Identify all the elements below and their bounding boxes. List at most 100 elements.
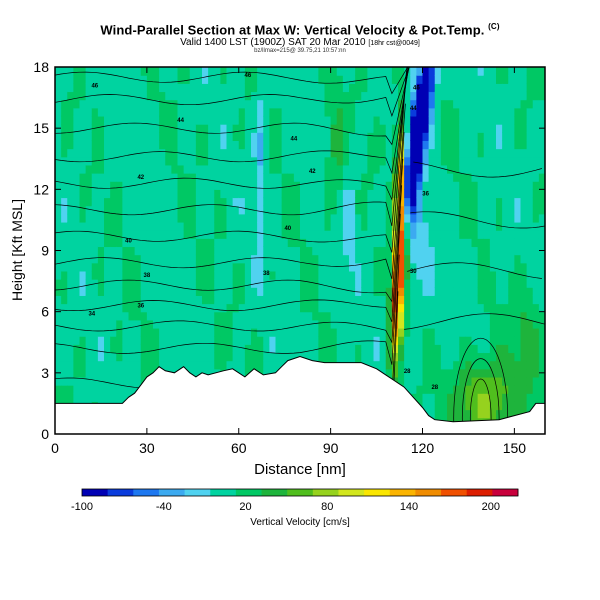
velocity-cell [483,393,491,402]
velocity-cell [220,279,228,288]
velocity-cell [116,140,123,150]
velocity-cell [263,189,270,199]
velocity-cell [471,311,479,321]
velocity-cell [489,360,497,370]
velocity-cell [471,376,479,386]
velocity-cell [275,67,283,76]
velocity-cell [465,132,473,141]
velocity-cell [526,148,534,158]
velocity-cell [391,319,399,329]
velocity-cell [146,99,154,109]
velocity-cell [391,238,399,248]
velocity-cell [177,83,185,93]
velocity-cell [324,107,332,117]
velocity-cell [508,181,515,190]
velocity-cell [244,205,252,215]
velocity-cell [91,164,99,174]
velocity-cell [202,287,209,296]
velocity-cell [226,124,234,133]
velocity-cell [251,270,258,280]
velocity-cell [104,115,111,125]
velocity-cell [116,75,123,84]
velocity-cell [336,132,344,141]
velocity-cell [257,344,264,354]
velocity-cell [244,107,252,117]
velocity-cell [287,164,295,174]
velocity-cell [104,238,111,248]
velocity-cell [85,311,93,321]
velocity-cell [324,352,332,362]
velocity-cell [91,360,99,370]
velocity-cell [300,295,307,305]
velocity-cell [416,156,424,166]
velocity-cell [251,279,258,288]
velocity-cell [496,352,503,362]
velocity-cell [416,164,424,174]
velocity-cell [447,238,454,248]
velocity-cell [128,148,136,158]
velocity-cell [91,221,99,231]
velocity-cell [416,360,424,370]
velocity-cell [165,132,172,141]
velocity-cell [110,205,117,215]
velocity-cell [379,205,387,215]
velocity-cell [526,295,534,305]
velocity-cell [367,230,375,239]
velocity-cell [422,75,430,84]
velocity-cell [434,197,442,207]
velocity-cell [122,213,130,223]
velocity-cell [342,344,350,354]
velocity-cell [330,107,338,117]
colorbar-swatch [415,489,442,496]
velocity-cell [281,254,289,264]
velocity-cell [489,238,497,248]
velocity-cell [422,107,430,117]
velocity-cell [293,189,301,199]
velocity-cell [171,327,179,337]
velocity-cell [73,295,81,305]
velocity-cell [293,107,301,117]
velocity-cell [300,230,307,239]
velocity-cell [104,140,111,150]
velocity-cell [404,107,411,117]
velocity-cell [300,197,307,207]
velocity-cell [342,107,350,117]
velocity-cell [428,148,436,158]
velocity-cell [140,270,148,280]
velocity-cell [293,205,301,215]
velocity-cell [355,254,362,264]
velocity-cell [422,303,430,313]
velocity-cell [318,181,326,190]
velocity-cell [153,140,160,150]
velocity-cell [300,83,307,93]
velocity-cell [300,319,307,329]
velocity-cell [324,238,332,248]
velocity-cell [257,107,264,117]
velocity-cell [134,91,142,101]
velocity-cell [183,311,191,321]
velocity-cell [306,181,313,190]
velocity-cell [177,336,185,345]
velocity-cell [508,99,515,109]
velocity-cell [373,221,381,231]
velocity-cell [416,148,424,158]
velocity-cell [177,156,185,166]
velocity-cell [140,205,148,215]
velocity-cell [244,295,252,305]
velocity-cell [410,262,417,272]
velocity-cell [110,295,117,305]
velocity-cell [238,287,246,296]
velocity-cell [134,376,142,386]
velocity-cell [177,181,185,190]
velocity-cell [220,360,228,370]
velocity-cell [61,140,68,150]
velocity-cell [171,311,179,321]
velocity-cell [434,344,442,354]
velocity-cell [244,327,252,337]
velocity-cell [104,173,111,182]
velocity-cell [520,213,528,223]
velocity-cell [330,99,338,109]
velocity-cell [416,83,424,93]
velocity-cell [502,246,509,256]
velocity-cell [110,311,117,321]
